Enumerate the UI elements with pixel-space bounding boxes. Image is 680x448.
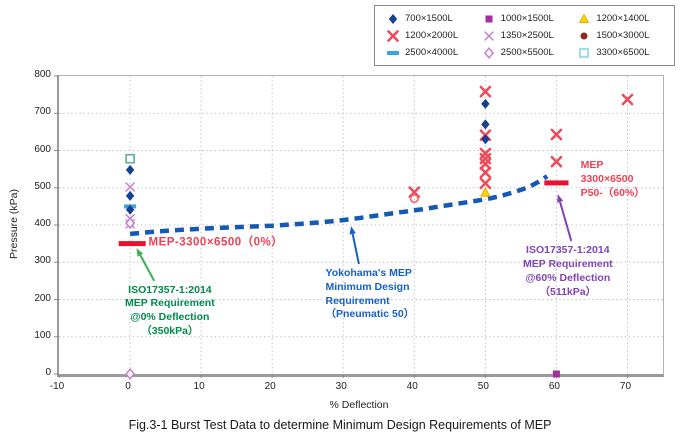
- annotation-line: P50-（60%）: [580, 186, 645, 199]
- annotation-mep-0: MEP-3300×6500（0%）: [149, 236, 284, 251]
- y-tick-label: 700: [34, 106, 51, 118]
- legend-marker-icon: [579, 13, 590, 23]
- legend-marker-icon: [388, 13, 398, 24]
- legend-item-3300×6500L: 3300×6500L: [576, 46, 670, 59]
- legend-marker-icon: [387, 50, 399, 55]
- chart-canvas: [54, 75, 663, 380]
- annotation-iso-0: ISO17357-1:2014 MEP Requirement @0% Deflec…: [125, 284, 215, 339]
- annotation-line: （Pneumatic 50）: [325, 308, 415, 321]
- design-requirement-line: [129, 174, 549, 237]
- x-axis-title: % Deflection: [329, 399, 389, 411]
- plot-area: MEP-3300×6500（0%） ISO17357-1:2014 MEP Requ…: [54, 75, 664, 380]
- annotation-line: Minimum Design: [325, 280, 410, 293]
- annotation-line: ISO17357-1:2014: [128, 283, 212, 296]
- y-tick-label: 0: [45, 367, 51, 378]
- annotation-line: Yokohama's MEP: [325, 267, 412, 280]
- legend-marker-icon: [580, 32, 588, 39]
- legend-item-2500×4000L: 2500×4000L: [385, 46, 479, 59]
- chart-legend: 700×1500L 1000×1500L 1200×1400L 1200×2000L 1…: [374, 5, 675, 66]
- x-tick-label: -10: [49, 381, 65, 392]
- legend-label: 1000×1500L: [500, 13, 554, 24]
- y-tick-label: 100: [34, 329, 51, 341]
- legend-item-1000×1500L: 1000×1500L: [481, 12, 575, 25]
- legend-item-1200×2000L: 1200×2000L: [385, 29, 479, 42]
- legend-item-1350×2500L: 1350×2500L: [481, 29, 575, 42]
- legend-marker-icon: [387, 29, 399, 42]
- legend-marker-icon: [579, 47, 590, 58]
- legend-label: 2500×5500L: [500, 47, 554, 58]
- annotation-mep-60: MEP 3300×6500 P50-（60%）: [581, 159, 645, 200]
- legend-item-700×1500L: 700×1500L: [385, 12, 479, 25]
- x-tick-label: 60: [548, 381, 560, 392]
- figure-caption: Fig.3-1 Burst Test Data to determine Min…: [128, 418, 552, 432]
- annotation-line: MEP Requirement: [522, 258, 613, 271]
- annotation-yokohama: Yokohama's MEP Minimum Design Requirement （…: [326, 267, 415, 322]
- x-tick-label: 50: [477, 381, 489, 392]
- legend-item-2500×5500L: 2500×5500L: [481, 46, 575, 59]
- legend-label: 1350×2500L: [500, 30, 554, 41]
- y-tick-label: 200: [34, 292, 51, 304]
- legend-label: 1200×2000L: [405, 30, 459, 41]
- y-tick-label: 800: [34, 69, 51, 80]
- y-tick-label: 400: [34, 218, 51, 229]
- annotation-line: MEP-3300×6500（0%）: [148, 236, 284, 249]
- annotation-line: 3300×6500: [580, 172, 634, 185]
- annotation-line: ISO17357-1:2014: [526, 244, 610, 257]
- annotation-line: Requirement: [325, 294, 390, 307]
- legend-item-1500×3000L: 1500×3000L: [576, 29, 670, 42]
- x-tick-label: 10: [193, 381, 205, 392]
- annotation-line: （350kPa）: [141, 324, 199, 337]
- annotation-arrows: [136, 194, 573, 282]
- legend-marker-icon: [485, 15, 493, 22]
- data-points: [124, 85, 634, 380]
- legend-label: 700×1500L: [405, 13, 453, 24]
- annotation-line: MEP Requirement: [125, 297, 215, 310]
- legend-marker-icon: [483, 30, 494, 41]
- mep-requirement-bars: [118, 180, 569, 247]
- x-tick-label: 30: [335, 381, 347, 392]
- legend-item-1200×1400L: 1200×1400L: [576, 12, 670, 25]
- x-tick-label: 70: [619, 381, 632, 392]
- legend-marker-icon: [483, 46, 494, 59]
- legend-label: 1500×3000L: [596, 30, 650, 41]
- annotation-line: @0% Deflection: [130, 310, 210, 323]
- annotation-line: @60% Deflection: [525, 271, 611, 284]
- annotation-line: MEP: [580, 159, 604, 172]
- legend-label: 2500×4000L: [405, 47, 459, 58]
- x-tick-label: 40: [406, 381, 418, 392]
- y-tick-label: 300: [34, 255, 51, 267]
- legend-label: 1200×1400L: [596, 13, 650, 24]
- y-tick-label: 600: [34, 143, 51, 155]
- y-tick-label: 500: [34, 180, 51, 192]
- annotation-iso-60: ISO17357-1:2014 MEP Requirement @60% Defle…: [523, 244, 613, 299]
- x-tick-label: 0: [125, 381, 131, 392]
- x-tick-label: 20: [264, 381, 276, 392]
- legend-label: 3300×6500L: [596, 47, 650, 58]
- y-axis-title: Pressure (kPa): [8, 188, 20, 260]
- annotation-line: （511kPa）: [539, 285, 597, 298]
